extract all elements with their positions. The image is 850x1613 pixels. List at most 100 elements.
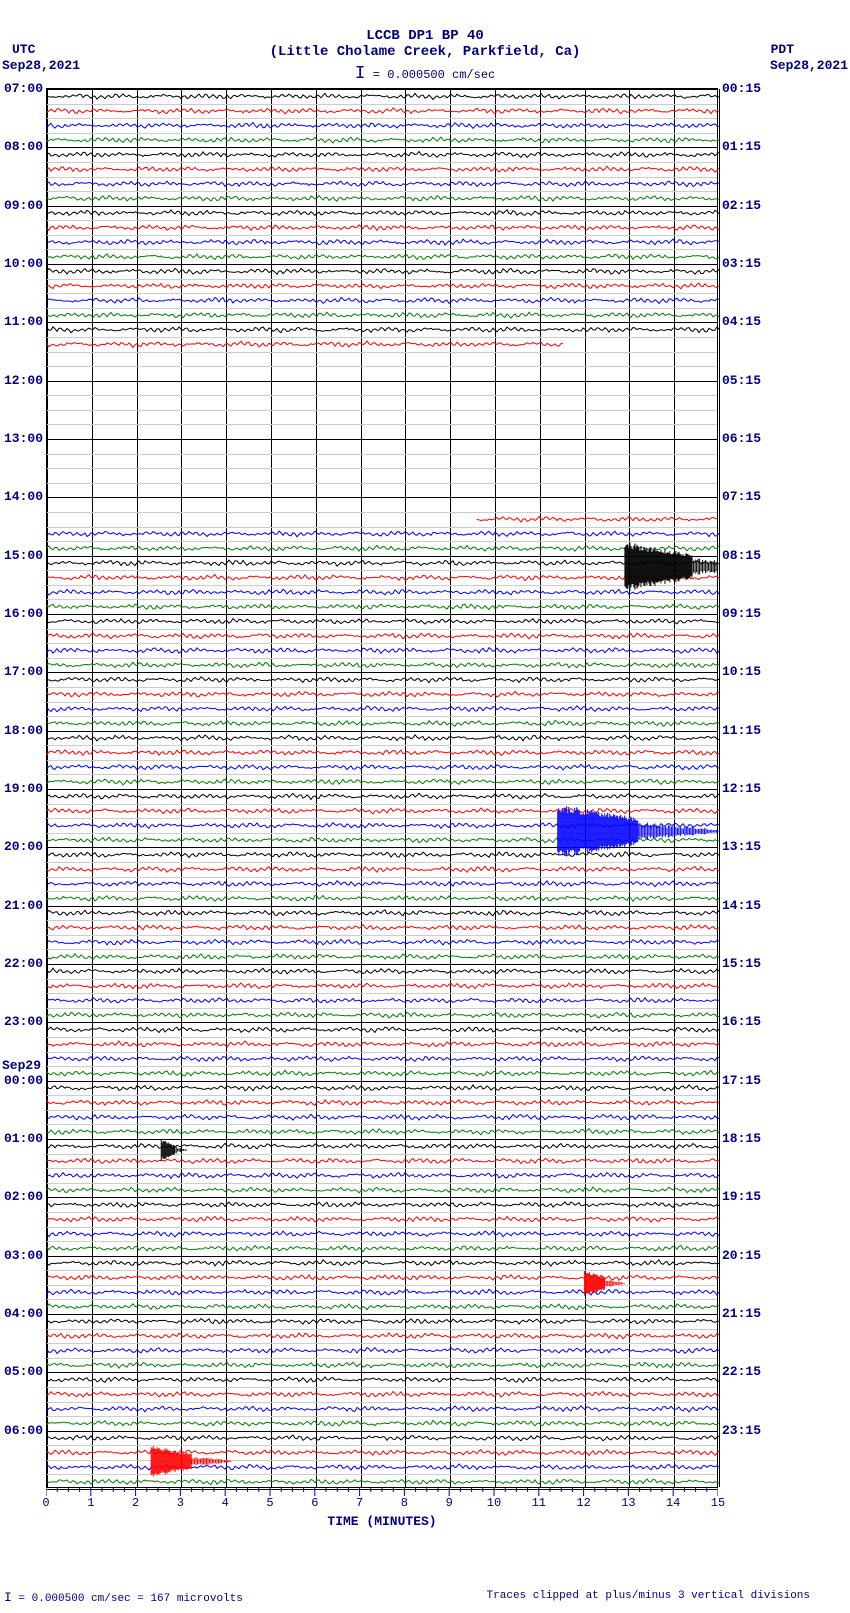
- footer-right: Traces clipped at plus/minus 3 vertical …: [487, 1590, 810, 1602]
- hour-label-utc: 10:00: [4, 256, 43, 271]
- hour-label-utc: 12:00: [4, 373, 43, 388]
- seismic-trace: [47, 1450, 719, 1456]
- seismic-trace: [47, 1377, 719, 1383]
- seismic-trace: [47, 123, 719, 129]
- hour-label-utc: 13:00: [4, 431, 43, 446]
- seismic-event: [558, 806, 718, 856]
- seismic-trace: [47, 312, 719, 318]
- seismic-trace: [47, 720, 719, 726]
- seismic-trace: [47, 1173, 719, 1179]
- seismic-trace: [47, 604, 719, 610]
- hour-label-pdt: 14:15: [722, 898, 761, 913]
- seismic-trace: [47, 764, 719, 770]
- seismic-trace: [47, 648, 719, 654]
- hour-label-pdt: 05:15: [722, 373, 761, 388]
- hour-label-pdt: 18:15: [722, 1131, 761, 1146]
- seismic-trace: [47, 1216, 719, 1222]
- seismic-trace: [47, 633, 719, 639]
- seismic-trace: [47, 1012, 719, 1018]
- hour-label-pdt: 09:15: [722, 606, 761, 621]
- seismic-trace: [47, 1406, 719, 1412]
- seismic-trace: [47, 1129, 719, 1135]
- hour-label-pdt: 06:15: [722, 431, 761, 446]
- hour-label-utc: 09:00: [4, 198, 43, 213]
- seismic-trace: [47, 1114, 719, 1120]
- seismic-trace: [47, 152, 719, 158]
- seismic-trace: [47, 1245, 719, 1251]
- seismic-trace: [47, 1304, 719, 1310]
- seismic-trace: [47, 677, 719, 683]
- seismic-trace: [47, 1231, 719, 1237]
- seismic-trace: [47, 1289, 719, 1295]
- chart-subtitle: (Little Cholame Creek, Parkfield, Ca): [0, 44, 850, 60]
- hour-label-utc: 14:00: [4, 489, 43, 504]
- seismic-trace: [47, 239, 719, 245]
- hour-label-utc: 04:00: [4, 1306, 43, 1321]
- seismic-trace: [47, 1159, 719, 1164]
- seismic-trace: [47, 1027, 719, 1033]
- seismic-trace: [47, 662, 719, 668]
- seismic-trace: [47, 896, 719, 902]
- tz-right: PDT: [771, 42, 794, 57]
- hour-label-pdt: 23:15: [722, 1423, 761, 1438]
- seismic-trace: [47, 1070, 719, 1076]
- hour-label-pdt: 01:15: [722, 139, 761, 154]
- seismic-trace: [47, 706, 719, 712]
- seismic-trace: [47, 1479, 719, 1485]
- hour-label-utc: 06:00: [4, 1423, 43, 1438]
- seismic-trace: [47, 1348, 719, 1354]
- seismic-trace: [47, 545, 719, 551]
- seismic-trace: [47, 268, 719, 274]
- hour-label-pdt: 17:15: [722, 1073, 761, 1088]
- hour-label-pdt: 21:15: [722, 1306, 761, 1321]
- seismic-trace: [47, 910, 719, 916]
- hour-label-utc: 11:00: [4, 314, 43, 329]
- seismic-trace: [47, 618, 719, 624]
- seismic-trace: [47, 1319, 719, 1325]
- hour-label-utc: 20:00: [4, 839, 43, 854]
- hour-label-utc: 23:00: [4, 1014, 43, 1029]
- date-right: Sep28,2021: [770, 58, 848, 73]
- seismic-trace: [47, 998, 719, 1003]
- seismic-event: [625, 542, 718, 590]
- date-change-label: Sep29: [2, 1058, 41, 1073]
- seismic-trace: [47, 137, 719, 143]
- hour-label-utc: 05:00: [4, 1364, 43, 1379]
- seismic-trace: [47, 1202, 719, 1208]
- seismic-trace: [47, 1260, 719, 1266]
- seismic-trace: [47, 1041, 719, 1047]
- seismic-trace: [47, 196, 719, 202]
- seismic-event: [151, 1446, 230, 1477]
- hour-label-utc: 21:00: [4, 898, 43, 913]
- hour-label-utc: 18:00: [4, 723, 43, 738]
- trace-svg: [47, 89, 719, 1489]
- seismic-trace: [47, 93, 719, 99]
- seismic-trace: [47, 297, 719, 303]
- hour-label-pdt: 11:15: [722, 723, 761, 738]
- hour-label-utc: 16:00: [4, 606, 43, 621]
- seismic-trace: [47, 691, 719, 697]
- hour-label-pdt: 15:15: [722, 956, 761, 971]
- seismic-trace: [47, 983, 719, 989]
- seismic-trace: [477, 516, 717, 522]
- seismic-trace: [47, 881, 719, 887]
- seismic-trace: [47, 575, 719, 581]
- seismic-trace: [47, 750, 719, 756]
- hour-label-pdt: 10:15: [722, 664, 761, 679]
- seismic-trace: [47, 1085, 719, 1091]
- hour-label-utc: 17:00: [4, 664, 43, 679]
- hour-label-utc: 08:00: [4, 139, 43, 154]
- hour-label-utc: 15:00: [4, 548, 43, 563]
- seismic-trace: [47, 210, 719, 216]
- seismic-trace: [47, 939, 719, 945]
- seismogram-plot: [46, 88, 718, 1488]
- seismic-trace: [47, 283, 719, 289]
- hour-label-utc: 19:00: [4, 781, 43, 796]
- hour-label-pdt: 16:15: [722, 1014, 761, 1029]
- seismic-trace: [47, 735, 719, 741]
- date-left: Sep28,2021: [2, 58, 80, 73]
- seismic-trace: [47, 1275, 719, 1280]
- seismic-trace: [47, 808, 719, 814]
- hour-label-utc: 07:00: [4, 81, 43, 96]
- seismic-trace: [47, 1333, 719, 1339]
